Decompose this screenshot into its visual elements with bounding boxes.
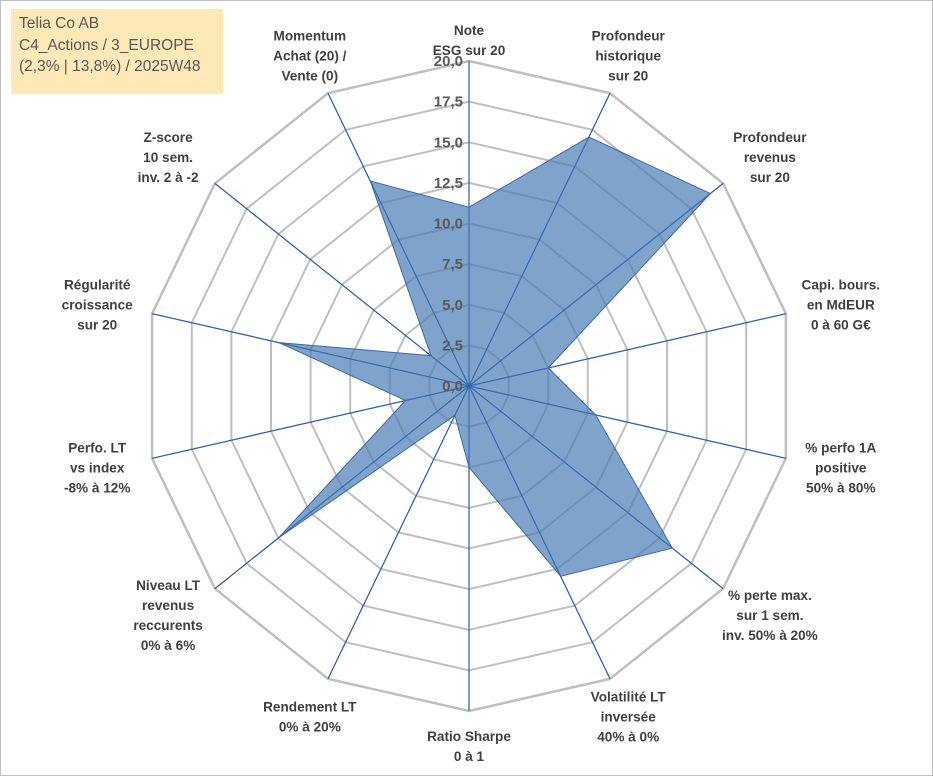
axis-label: Régularité croissance sur 20 (62, 277, 133, 332)
tick-label: 17,5 (434, 94, 463, 111)
tick-layer: 0,0 2,5 5,0 7,5 10,0 12,5 15,0 17,5 20,0 (434, 53, 463, 395)
tick-label: 5,0 (442, 297, 463, 314)
axis-label-line: 0% à 6% (141, 638, 195, 653)
axis-label-line: revenus (744, 150, 796, 165)
period-label: (2,3% | 13,8%) / 2025W48 (19, 58, 201, 75)
axis-label-line: sur 20 (750, 170, 790, 185)
axis-label-line: 10 sem. (143, 150, 193, 165)
axis-label: Rendement LT 0% à 20% (263, 700, 357, 735)
axis-spoke-overlay (468, 313, 787, 387)
axis-label-line: -8% à 12% (64, 481, 131, 496)
axis-label-line: Volatilité LT (591, 690, 667, 705)
tick-label: 10,0 (434, 216, 463, 233)
axis-spoke-overlay (468, 92, 611, 387)
axis-label-line: Achat (20) / (273, 48, 346, 63)
axis-label: % perte max. sur 1 sem. inv. 50% à 20% (722, 588, 818, 643)
axis-label-line: % perfo 1A (805, 441, 876, 456)
axis-label-line: 0 à 1 (454, 749, 485, 764)
axis-spoke-overlay (327, 385, 470, 680)
axis-spoke-overlay (468, 385, 724, 589)
tick-label: 7,5 (442, 256, 463, 273)
series-area (278, 136, 712, 577)
axis-label-line: 50% à 80% (806, 481, 876, 496)
axis-spoke-overlay (214, 385, 470, 589)
axis-label-line: sur 1 sem. (736, 608, 803, 623)
axis-label-line: en MdEUR (807, 297, 875, 312)
axis-label-line: positive (815, 461, 867, 476)
tick-label: 0,0 (442, 378, 463, 395)
axis-label-line: Ratio Sharpe (427, 729, 511, 744)
axis-spoke-overlay (214, 183, 470, 387)
axis-label: Profondeur revenus sur 20 (733, 130, 807, 185)
axis-label: % perfo 1A positive 50% à 80% (805, 441, 876, 496)
tick-label: 20,0 (434, 53, 463, 70)
axis-label: Perfo. LT vs index -8% à 12% (64, 441, 131, 496)
axis-label-line: 0% à 20% (279, 720, 341, 735)
axis-label-line: inversée (601, 710, 657, 725)
axis-spoke-overlay (468, 385, 787, 459)
axis-label-line: sur 20 (608, 68, 648, 83)
category-label: C4_Actions / 3_EUROPE (19, 36, 194, 54)
axis-spoke-overlay (468, 183, 724, 387)
axis-label-line: vs index (70, 461, 125, 476)
axis-label-line: Vente (0) (281, 68, 338, 83)
axis-label-line: inv. 50% à 20% (722, 628, 818, 643)
axis-label-line: inv. 2 à -2 (138, 170, 199, 185)
axis-label-line: Régularité (64, 277, 131, 292)
axis-label-line: revenus (142, 598, 194, 613)
axis-spoke-overlay (327, 92, 470, 387)
tick-label: 2,5 (442, 337, 463, 354)
company-name: Telia Co AB (19, 15, 100, 32)
tick-label: 15,0 (434, 134, 463, 151)
axis-label-line: Z-score (144, 130, 194, 145)
label-layer: Note ESG sur 20 Profondeur historique sur 20… (62, 23, 880, 764)
axis-label: Momentum Achat (20) / Vente (0) (273, 28, 346, 83)
axis-label: Ratio Sharpe 0 à 1 (427, 729, 511, 764)
axis-label-line: historique (595, 48, 661, 63)
axis-label-line: Profondeur (733, 130, 807, 145)
axis-label-line: Capi. bours. (802, 277, 881, 292)
axis-label: Z-score 10 sem. inv. 2 à -2 (138, 130, 199, 185)
axis-label-line: Perfo. LT (68, 441, 127, 456)
axis-label-line: ESG sur 20 (433, 43, 506, 58)
axis-label-line: sur 20 (77, 317, 117, 332)
tick-label: 12,5 (434, 175, 463, 192)
axis-label-line: 40% à 0% (597, 730, 659, 745)
axis-label-line: Rendement LT (263, 700, 357, 715)
axis-spoke-overlay (151, 313, 470, 387)
axis-label-line: Profondeur (592, 28, 666, 43)
series-layer (151, 61, 787, 711)
axis-label: Niveau LT revenus reccurents 0% à 6% (133, 578, 203, 653)
axis-label: Profondeur historique sur 20 (592, 28, 666, 83)
axis-label: Volatilité LT inversée 40% à 0% (591, 690, 667, 745)
info-box: Telia Co AB C4_Actions / 3_EUROPE (2,3% … (11, 9, 223, 94)
axis-spoke-overlay (151, 385, 470, 459)
axis-label-line: Momentum (274, 28, 347, 43)
axis-label: Note ESG sur 20 (433, 23, 506, 58)
axis-spoke-overlay (468, 385, 611, 680)
axis-label-line: % perte max. (728, 588, 812, 603)
axis-label-line: reccurents (133, 618, 203, 633)
axis-label-line: croissance (62, 297, 133, 312)
axis-label-line: Note (454, 23, 485, 38)
axis-label-line: Niveau LT (136, 578, 201, 593)
axis-label: Capi. bours. en MdEUR 0 à 60 G€ (802, 277, 881, 332)
axis-label-line: 0 à 60 G€ (811, 317, 871, 332)
